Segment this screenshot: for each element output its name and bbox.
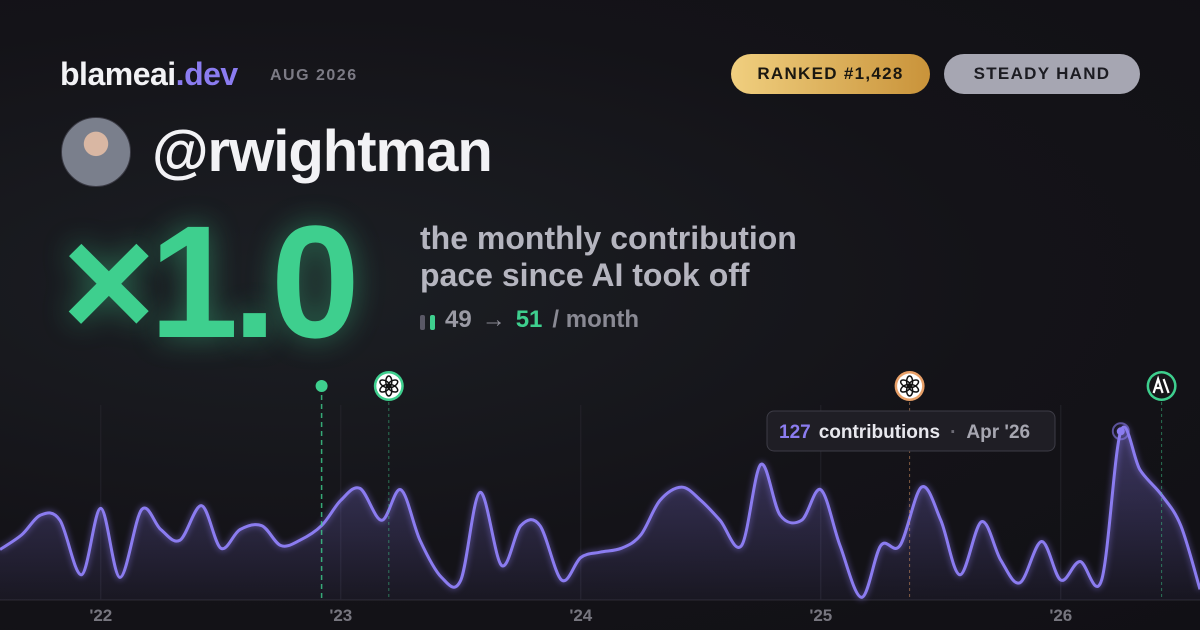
description: the monthly contribution — [420, 220, 797, 256]
pace: 49 → 51 / month — [420, 304, 639, 334]
brand-name: blameai — [60, 56, 176, 92]
unit: / month — [552, 306, 640, 333]
multiplier: ×1.0 — [62, 192, 360, 371]
tooltip-text: 127 contributions · Apr '26 — [779, 422, 1030, 443]
rank-badge: RANKED #1,428 — [731, 54, 930, 94]
after-value: 51 — [515, 306, 543, 333]
tooltip-date: Apr '26 — [966, 422, 1030, 443]
tooltip-box — [766, 410, 1056, 452]
line — [0, 425, 1200, 599]
event-marker — [894, 371, 925, 600]
tooltip: 127 contributions · Apr '26 — [766, 410, 1056, 452]
pace-bars — [420, 310, 435, 334]
x-tick-label: '23 — [329, 606, 352, 625]
date: AUG 2026 — [270, 67, 358, 84]
highlight-dot — [1116, 427, 1125, 436]
arrow: → — [481, 306, 506, 333]
x-tick-label: '22 — [89, 606, 112, 625]
avatar — [61, 117, 131, 187]
before-bar — [420, 315, 425, 330]
event-marker — [1146, 371, 1177, 600]
openai-petal — [899, 379, 912, 389]
event-dot — [315, 380, 328, 392]
x-tick-label: '25 — [809, 606, 832, 625]
title-badge: STEADY HAND — [944, 54, 1140, 94]
brand: blameai.dev — [60, 56, 238, 93]
tooltip-separator: · — [950, 422, 956, 443]
x-tick-label: '24 — [569, 606, 592, 625]
handle: @rwightman — [152, 119, 493, 184]
event-marker — [373, 371, 404, 600]
event-marker — [315, 380, 328, 600]
x-tick-label: '26 — [1049, 606, 1072, 625]
tooltip-unit: contributions — [819, 422, 940, 443]
event-icon-bg — [376, 373, 402, 399]
event-icon-bg — [1149, 373, 1175, 399]
openai-petal — [379, 379, 391, 389]
anthropic-logo — [1152, 375, 1170, 394]
after-bar — [430, 314, 435, 330]
description: pace since AI took off — [420, 257, 750, 293]
event-icon-bg — [897, 373, 923, 399]
area — [0, 427, 1200, 600]
brand-tld: .dev — [175, 56, 239, 92]
tooltip-value: 127 — [779, 422, 811, 443]
highlight-ring — [1111, 422, 1130, 441]
before-value: 49 — [445, 306, 472, 333]
